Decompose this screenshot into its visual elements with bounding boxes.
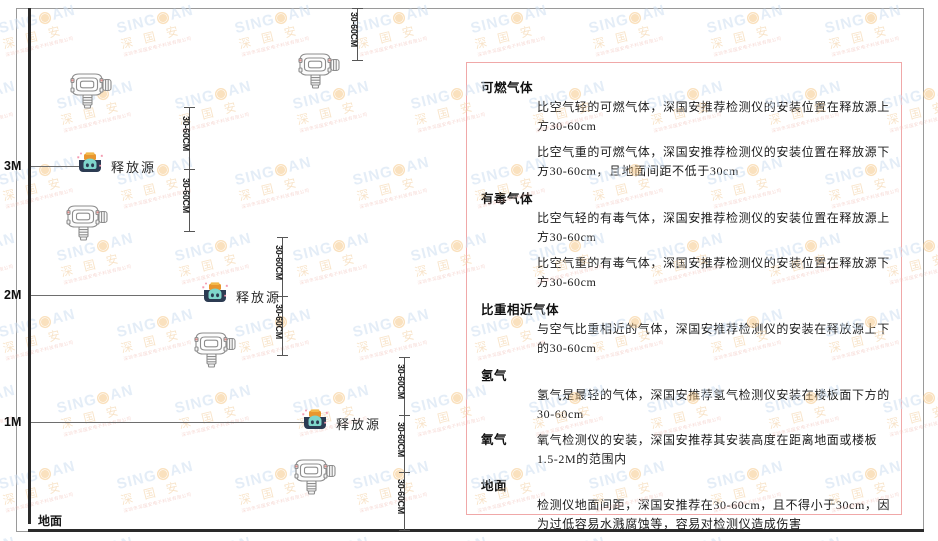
dimension-label: 30-60CM: [396, 479, 406, 514]
level-label-1m: 1M: [4, 415, 22, 429]
panel-section: 氧气 氧气检测仪的安装，深国安推荐其安装高度在距离地面或楼板1.5-2M的范围内: [481, 431, 895, 469]
panel-section-paragraph: 氧气检测仪的安装，深国安推荐其安装高度在距离地面或楼板1.5-2M的范围内: [537, 433, 878, 466]
dimension-chain: 30-60CM: [349, 8, 412, 61]
panel-section-paragraph: 比空气重的有毒气体，深国安推荐检测仪的安装位置在释放源下方30-60cm: [537, 256, 890, 289]
info-panel: 可燃气体 比空气轻的可燃气体，深国安推荐检测仪的安装位置在释放源上方30-60cm…: [466, 62, 902, 531]
dimension-tick: [399, 472, 410, 473]
dimension-tick: [352, 8, 363, 9]
panel-section-heading: 有毒气体: [481, 192, 534, 206]
panel-section: 有毒气体 比空气轻的有毒气体，深国安推荐检测仪的安装位置在释放源上方30-60cm…: [481, 188, 895, 292]
dimension-chain: 30-60CM 30-60CM: [181, 107, 244, 232]
dimension-label: 30-60CM: [274, 303, 284, 339]
dimension-tick: [277, 355, 288, 356]
panel-section-heading: 氢气: [481, 369, 508, 383]
panel-section-paragraph: 比空气重的可燃气体，深国安推荐检测仪的安装位置在释放源下方30-60cm，且地面…: [537, 145, 890, 178]
gas-detector-icon: [190, 325, 244, 378]
dimension-tick: [399, 415, 410, 416]
panel-section-paragraph: 比空气轻的有毒气体，深国安推荐检测仪的安装位置在释放源上方30-60cm: [537, 211, 890, 244]
gas-detector-icon: [294, 46, 348, 99]
dimension-tick: [184, 107, 195, 108]
dimension-tick: [277, 237, 288, 238]
dimension-tick: [184, 231, 195, 232]
dimension-tick: [184, 169, 195, 170]
dimension-tick: [352, 60, 363, 61]
level-label-2m: 2M: [4, 288, 22, 302]
dimension-chain: 30-60CM 30-60CM 30-60CM: [396, 357, 459, 531]
dimension-label: 30-60CM: [274, 244, 284, 280]
panel-section-paragraph: 检测仪地面间距，深国安推荐在30-60cm，且不得小于30cm，因为过低容易水溅…: [537, 498, 891, 531]
horizontal-axis-ground: [28, 529, 924, 532]
dimension-tick: [277, 296, 288, 297]
panel-section: 可燃气体 比空气轻的可燃气体，深国安推荐检测仪的安装位置在释放源上方30-60cm…: [481, 77, 895, 181]
dimension-label: 30-60CM: [181, 178, 191, 213]
dimension-line: [404, 357, 405, 530]
release-source-label: 释放源: [336, 417, 382, 432]
panel-section-paragraph: 氢气是最轻的气体，深国安推荐氢气检测仪安装在楼板面下方的30-60cm: [537, 388, 890, 421]
dimension-label: 30-60CM: [349, 12, 359, 47]
panel-section-paragraph: 与空气比重相近的气体，深国安推荐检测仪的安装在释放源上下的30-60cm: [537, 322, 890, 355]
gas-detector-icon: [62, 198, 116, 251]
dimension-label: 30-60CM: [181, 116, 191, 151]
release-source-icon: [75, 150, 105, 183]
release-source-icon: [200, 280, 230, 313]
panel-section-heading: 比重相近气体: [481, 303, 560, 317]
level-line-3m: [31, 166, 79, 167]
panel-section-heading: 可燃气体: [481, 81, 534, 95]
release-source-icon: [300, 407, 330, 440]
panel-section-heading: 地面: [481, 479, 508, 493]
vertical-axis: [28, 8, 31, 524]
panel-section: 地面检测仪地面间距，深国安推荐在30-60cm，且不得小于30cm，因为过低容易…: [481, 475, 895, 534]
level-line-2m: [31, 295, 204, 296]
panel-section-heading: 氧气: [481, 433, 508, 447]
ground-label: 地面: [38, 514, 63, 528]
dimension-tick: [399, 530, 410, 531]
level-line-1m: [31, 422, 304, 423]
panel-section-paragraph: 比空气轻的可燃气体，深国安推荐检测仪的安装位置在释放源上方30-60cm: [537, 100, 890, 133]
panel-section: 比重相近气体与空气比重相近的气体，深国安推荐检测仪的安装在释放源上下的30-60…: [481, 299, 895, 358]
gas-detector-icon: [66, 66, 120, 119]
gas-detector-icon: [290, 452, 344, 505]
dimension-tick: [399, 357, 410, 358]
dimension-label: 30-60CM: [396, 421, 406, 457]
release-source-label: 释放源: [111, 160, 157, 175]
dimension-label: 30-60CM: [396, 364, 406, 399]
level-label-3m: 3M: [4, 159, 22, 173]
dimension-line: [357, 8, 358, 60]
panel-section: 氢气氢气是最轻的气体，深国安推荐氢气检测仪安装在楼板面下方的30-60cm: [481, 365, 895, 424]
release-source-label: 释放源: [236, 290, 282, 305]
dimension-chain: 30-60CM 30-60CM: [274, 237, 337, 356]
